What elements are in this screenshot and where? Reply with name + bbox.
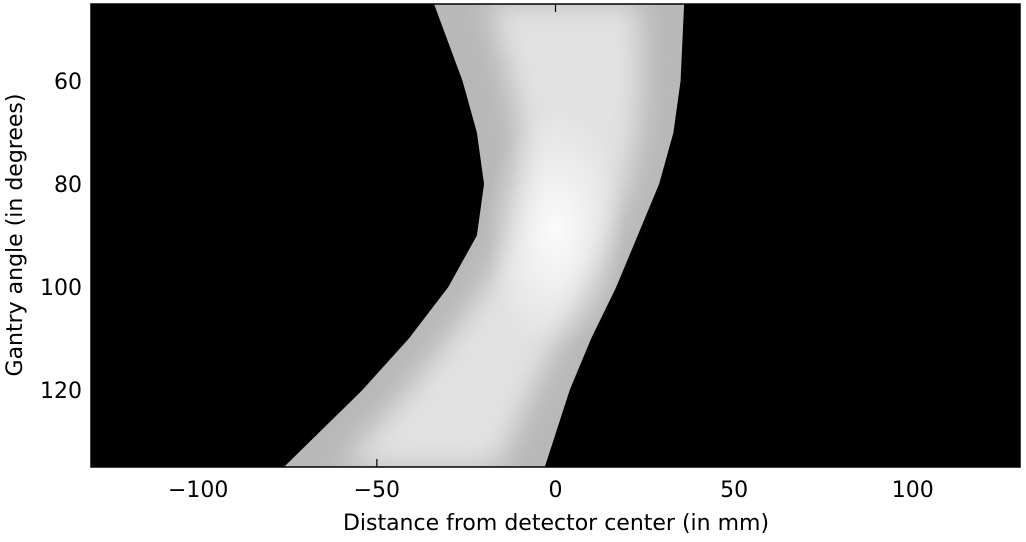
y-tick-label: 120: [40, 379, 82, 404]
x-tick-label: 100: [892, 478, 934, 503]
y-axis-label: Gantry angle (in degrees): [3, 94, 28, 377]
x-tick-label: 0: [549, 478, 563, 503]
y-tick-label: 100: [40, 276, 82, 301]
x-tick-label: −100: [168, 478, 228, 503]
x-axis: −100 −50 0 50 100: [168, 4, 934, 503]
x-tick-label: −50: [354, 478, 400, 503]
y-tick-label: 80: [54, 173, 82, 198]
plot-area: [91, 4, 1020, 467]
x-axis-label: Distance from detector center (in mm): [343, 511, 769, 536]
y-axis: 60 80 100 120: [40, 70, 1020, 404]
y-tick-label: 60: [54, 70, 82, 95]
sinogram-band-peak: [485, 110, 626, 351]
x-tick-label: 50: [720, 478, 748, 503]
